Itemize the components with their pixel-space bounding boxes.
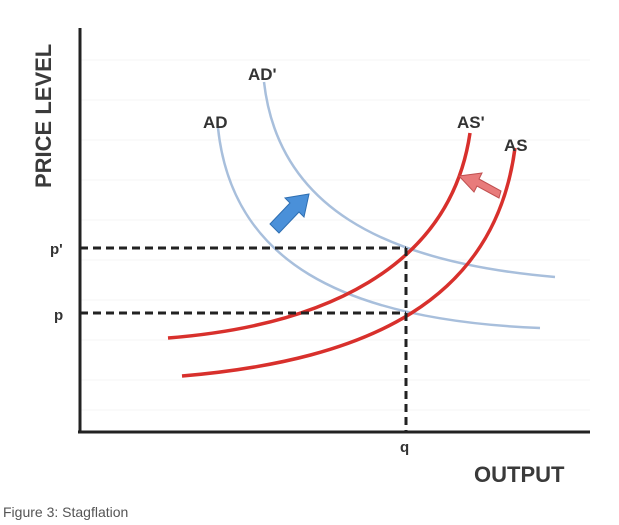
as-prime-curve <box>167 132 472 340</box>
ad-prime-label: AD' <box>248 65 277 84</box>
p-tick-label: p <box>54 307 63 324</box>
y-axis-title: PRICE LEVEL <box>31 44 56 188</box>
ad-label: AD <box>203 113 228 132</box>
ad-curve <box>216 127 541 330</box>
as-prime-label: AS' <box>457 113 485 132</box>
supply-shift-arrow <box>457 172 502 199</box>
figure-caption: Figure 3: Stagflation <box>3 504 129 520</box>
equilibrium-guides <box>80 246 408 432</box>
p-prime-tick-label: p' <box>50 241 63 258</box>
ad-prime-curve <box>262 81 556 279</box>
as-curve <box>181 147 517 378</box>
demand-shift-arrow <box>269 193 310 234</box>
q-tick-label: q <box>400 439 409 456</box>
x-axis-title: OUTPUT <box>474 462 565 487</box>
as-label: AS <box>504 136 528 155</box>
background-banding <box>80 59 590 411</box>
